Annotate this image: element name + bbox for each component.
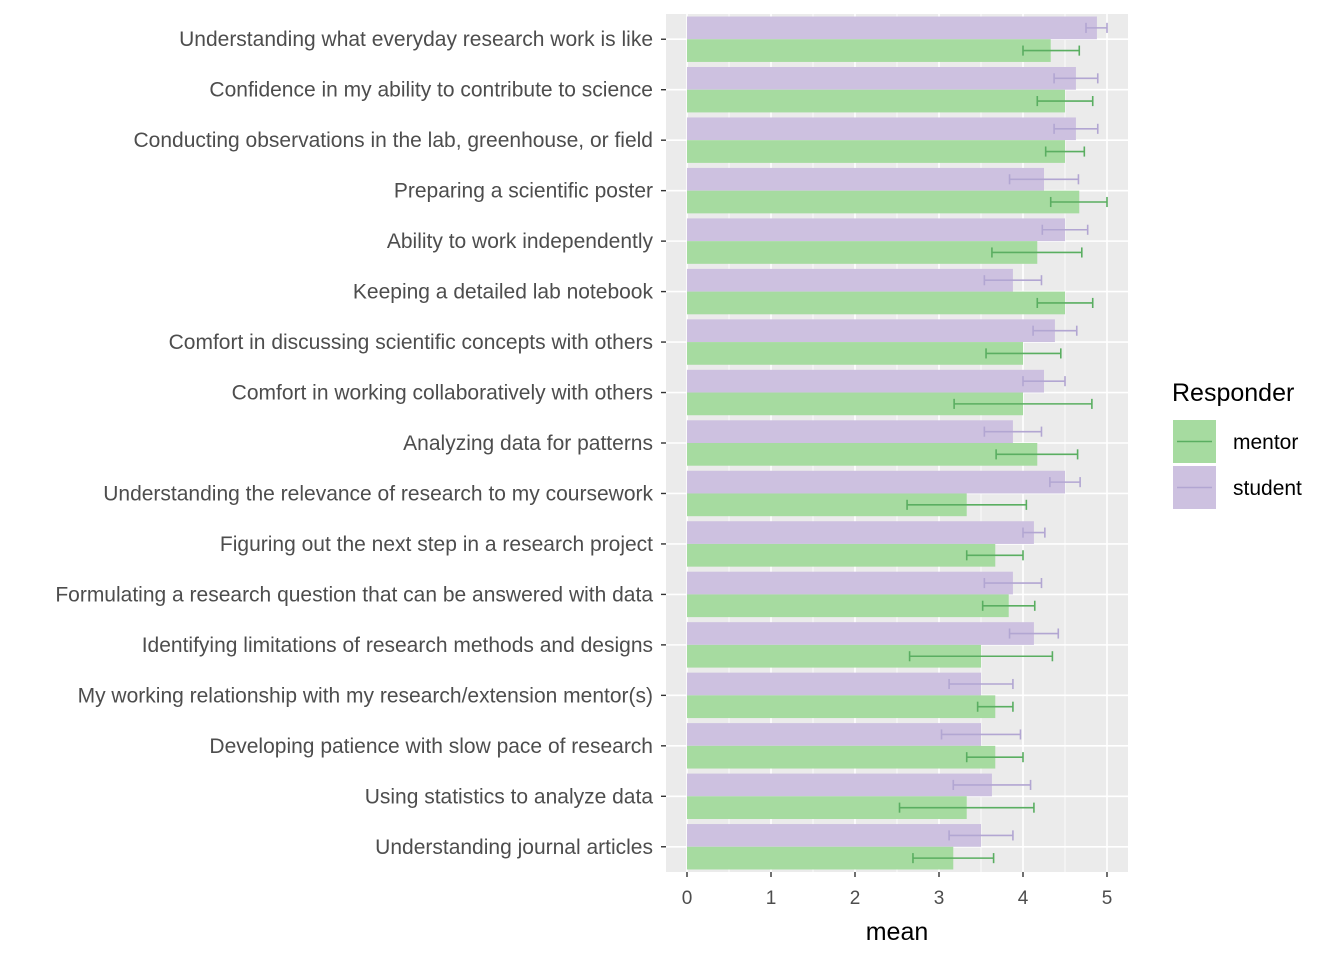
bar-mentor	[687, 140, 1065, 163]
bar-mentor	[687, 291, 1065, 315]
bar-student	[687, 319, 1055, 343]
x-axis-title: mean	[866, 918, 929, 946]
y-tick-label: Figuring out the next step in a research…	[220, 533, 653, 556]
y-tick-label: Ability to work independently	[387, 230, 654, 253]
bar-student	[687, 622, 1034, 645]
bar-mentor	[687, 392, 1023, 416]
y-tick-label: Using statistics to analyze data	[365, 785, 654, 808]
bar-student	[687, 167, 1044, 191]
x-tick-label: 4	[1018, 888, 1029, 909]
x-tick-label: 2	[850, 888, 861, 909]
x-axis: 0 1 2 3 4 5	[682, 872, 1113, 909]
bar-student	[687, 824, 981, 847]
bar-student	[687, 117, 1076, 141]
y-tick-label: Understanding what everyday research wor…	[179, 28, 653, 51]
y-tick-label: Keeping a detailed lab notebook	[353, 281, 654, 304]
y-axis: Understanding what everyday research wor…	[55, 28, 666, 859]
bar-mentor	[687, 39, 1051, 62]
bar-mentor	[687, 594, 1009, 618]
y-tick-label: Analyzing data for patterns	[403, 432, 653, 455]
legend-items: mentor student	[1173, 420, 1302, 509]
y-tick-label: Understanding journal articles	[375, 836, 653, 859]
y-tick-label: Identifying limitations of research meth…	[142, 634, 653, 657]
bar-student	[687, 268, 1013, 292]
bar-student	[687, 521, 1034, 544]
bar-student	[687, 773, 992, 797]
y-tick-label: Preparing a scientific poster	[394, 180, 653, 203]
legend-label-student: student	[1233, 477, 1302, 500]
bar-mentor	[687, 846, 954, 870]
y-tick-label: Understanding the relevance of research …	[103, 482, 653, 505]
y-tick-label: Formulating a research question that can…	[55, 583, 653, 606]
bar-student	[687, 369, 1044, 393]
bars-layer	[687, 16, 1097, 870]
bar-student	[687, 470, 1065, 494]
x-tick-label: 1	[766, 888, 777, 909]
bar-student	[687, 66, 1076, 90]
y-tick-label: Comfort in discussing scientific concept…	[169, 331, 653, 354]
y-tick-label: Confidence in my ability to contribute t…	[209, 79, 653, 102]
bar-mentor	[687, 89, 1065, 113]
bar-student	[687, 571, 1013, 595]
y-tick-label: Developing patience with slow pace of re…	[209, 735, 653, 758]
bar-mentor	[687, 342, 1023, 365]
bar-mentor	[687, 543, 996, 567]
legend-title: Responder	[1172, 379, 1294, 407]
bar-mentor	[687, 493, 967, 517]
y-tick-label: Comfort in working collaboratively with …	[232, 382, 653, 405]
bar-student	[687, 16, 1097, 40]
bar-mentor	[687, 241, 1038, 264]
bar-student	[687, 218, 1065, 242]
bar-mentor	[687, 745, 996, 769]
errorbars-layer	[898, 22, 1108, 864]
x-tick-label: 0	[682, 888, 693, 909]
bar-student	[687, 723, 981, 746]
x-tick-label: 5	[1102, 888, 1113, 909]
y-tick-label: Conducting observations in the lab, gree…	[133, 129, 653, 152]
legend-label-mentor: mentor	[1233, 431, 1298, 454]
bar-mentor	[687, 443, 1038, 466]
bar-mentor	[687, 796, 967, 820]
legend: Responder mentor student	[1172, 379, 1302, 509]
bar-mentor	[687, 695, 996, 719]
x-tick-label: 3	[934, 888, 945, 909]
y-tick-label: My working relationship with my research…	[78, 684, 653, 707]
bar-mentor	[687, 190, 1080, 214]
bar-mentor	[687, 644, 981, 668]
bar-student	[687, 672, 981, 696]
bar-student	[687, 420, 1013, 443]
